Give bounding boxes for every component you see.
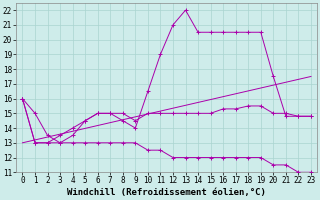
X-axis label: Windchill (Refroidissement éolien,°C): Windchill (Refroidissement éolien,°C) — [67, 188, 266, 197]
